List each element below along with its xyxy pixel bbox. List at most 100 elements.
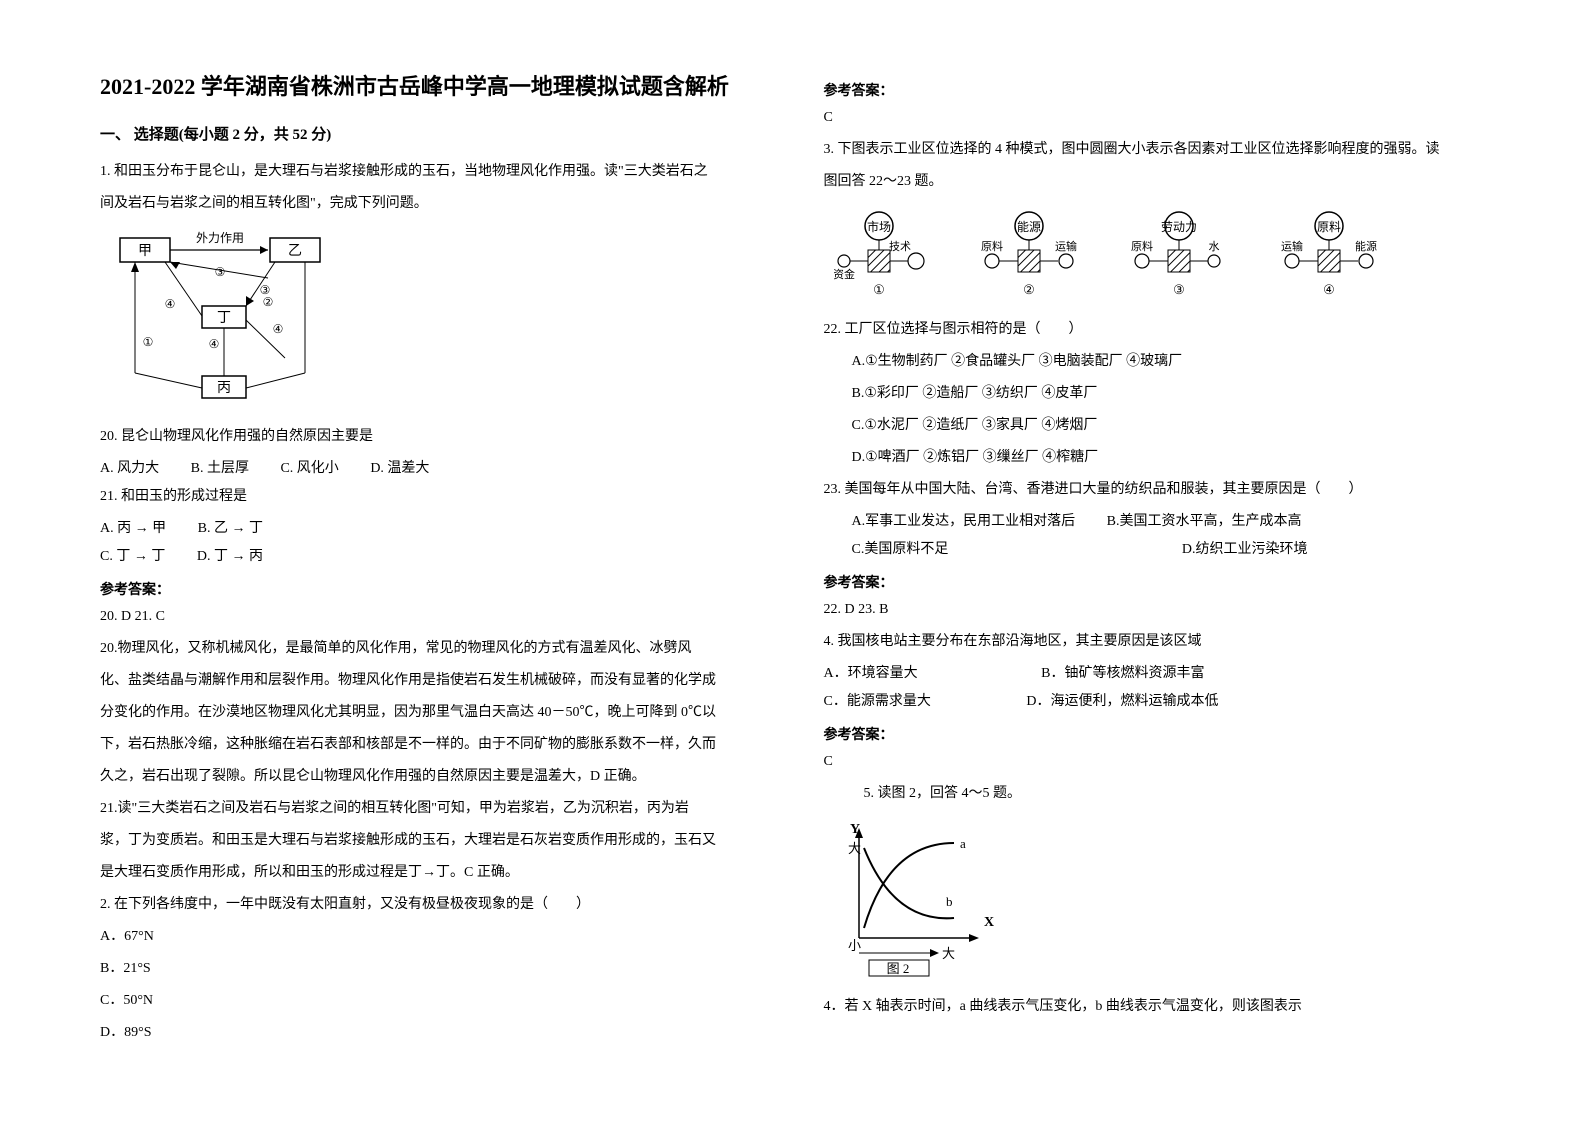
q3-answer-label: 参考答案： — [824, 572, 1488, 592]
right-column: 参考答案： C 3. 下图表示工业区位选择的 4 种模式，图中圆圈大小表示各因素… — [824, 70, 1488, 1082]
q1-20-b: B. 土层厚 — [191, 455, 249, 483]
doc-title: 2021-2022 学年湖南省株洲市古岳峰中学高一地理模拟试题含解析 — [100, 70, 764, 103]
q2-answer-label: 参考答案： — [824, 80, 1488, 100]
fig-caption: 图 2 — [886, 961, 909, 976]
q3-23-d: D.纺织工业污染环境 — [1182, 536, 1308, 564]
q1-exp-4: 下，岩石热胀冷缩，这种胀缩在岩石表部和核部是不一样的。由于不同矿物的膨胀系数不一… — [100, 731, 764, 759]
q5-stem: 5. 读图 2，回答 4～5 题。 — [824, 780, 1488, 808]
q2-opt-b: B．21°S — [100, 955, 764, 983]
g4-right-label: 能源 — [1355, 239, 1377, 253]
q1-20-c: C. 风化小 — [280, 455, 338, 483]
q1-answer-label: 参考答案： — [100, 579, 764, 599]
label-n2: ② — [263, 295, 274, 309]
q2-opt-c: C．50°N — [100, 987, 764, 1015]
q1-sub21-options-row1: A. 丙 → 甲 B. 乙 → 丁 — [100, 515, 764, 543]
axis-x: X — [984, 915, 994, 930]
q1-exp-3: 分变化的作用。在沙漠地区物理风化尤其明显，因为那里气温白天高达 40－50℃，晚… — [100, 699, 764, 727]
q4-opts-row1: A．环境容量大 B．铀矿等核燃料资源丰富 — [824, 660, 1488, 688]
g1-top-label: 市场 — [866, 219, 890, 234]
q1-21-d: D. 丁 → 丙 — [197, 543, 263, 571]
label-n3a: ③ — [215, 265, 226, 279]
q1-exp-7: 浆，丁为变质岩。和田玉是大理石与岩浆接触形成的玉石，大理岩是石灰岩变质作用形成的… — [100, 827, 764, 855]
q1-exp-2: 化、盐类结晶与潮解作用和层裂作用。物理风化作用是指使岩石发生机械破碎，而没有显著… — [100, 667, 764, 695]
x-da: 大 — [942, 946, 955, 961]
q1-sub20-options: A. 风力大 B. 土层厚 C. 风化小 D. 温差大 — [100, 455, 764, 483]
label-wai: 外力作用 — [196, 231, 244, 245]
q3-23-b: B.美国工资水平高，生产成本高 — [1107, 508, 1302, 536]
g1-left-label: 资金 — [834, 267, 855, 281]
q1-stem-2: 间及岩石与岩浆之间的相互转化图"，完成下列问题。 — [100, 190, 764, 218]
q1-exp-8: 是大理石变质作用形成，所以和田玉的形成过程是丁→丁。C 正确。 — [100, 859, 764, 887]
q4-opt-a: A．环境容量大 — [824, 660, 918, 688]
q1-21-b: B. 乙 → 丁 — [198, 515, 263, 543]
g4-left-label: 运输 — [1281, 239, 1303, 253]
q3-22-c: C.①水泥厂 ②造纸厂 ③家具厂 ④烤烟厂 — [824, 412, 1488, 440]
label-ding: 丁 — [217, 311, 231, 326]
g3-num: ③ — [1173, 282, 1185, 297]
q4-opt-c: C．能源需求量大 — [824, 688, 931, 716]
q3-sub22: 22. 工厂区位选择与图示相符的是（ ） — [824, 316, 1488, 344]
q3-23-c: C.美国原料不足 — [852, 536, 949, 564]
q3-factory-location-diagram: 市场 资金 技术 ① 能源 原料 — [834, 206, 1488, 306]
label-jia: 甲 — [138, 244, 152, 259]
label-bing: 丙 — [217, 381, 231, 396]
y-da: 大 — [848, 841, 861, 856]
g2-num: ② — [1023, 282, 1035, 297]
q1-exp-1: 20.物理风化，又称机械风化，是最简单的风化作用，常见的物理风化的方式有温差风化… — [100, 635, 764, 663]
label-n1: ① — [143, 335, 154, 349]
g4-top-label: 原料 — [1316, 220, 1340, 234]
q1-sub21: 21. 和田玉的形成过程是 — [100, 483, 764, 511]
q3-sub23: 23. 美国每年从中国大陆、台湾、香港进口大量的纺织品和服装，其主要原因是（ ） — [824, 476, 1488, 504]
g3-right-label: 水 — [1208, 240, 1219, 253]
q2-stem: 2. 在下列各纬度中，一年中既没有太阳直射，又没有极昼极夜现象的是（ ） — [100, 891, 764, 919]
g2-top-label: 能源 — [1016, 220, 1040, 234]
q3-22-a: A.①生物制药厂 ②食品罐头厂 ③电脑装配厂 ④玻璃厂 — [824, 348, 1488, 376]
q1-20-d: D. 温差大 — [370, 455, 429, 483]
q1-exp-6: 21.读"三大类岩石之间及岩石与岩浆之间的相互转化图"可知，甲为岩浆岩，乙为沉积… — [100, 795, 764, 823]
q3-answer: 22. D 23. B — [824, 596, 1488, 624]
q4-answer: C — [824, 748, 1488, 776]
q2-answer: C — [824, 104, 1488, 132]
g3-left-label: 原料 — [1131, 239, 1153, 253]
q2-opt-a: A．67°N — [100, 923, 764, 951]
q1-rock-cycle-diagram: 甲 乙 外力作用 ③ ③ 丁 ② — [110, 228, 764, 413]
g4-num: ④ — [1323, 282, 1335, 297]
q3-22-d: D.①啤酒厂 ②炼铝厂 ③缫丝厂 ④榨糖厂 — [824, 444, 1488, 472]
q3-23-row1: A.军事工业发达，民用工业相对落后 B.美国工资水平高，生产成本高 — [824, 508, 1488, 536]
q4-stem: 4. 我国核电站主要分布在东部沿海地区，其主要原因是该区域 — [824, 628, 1488, 656]
q1-stem-1: 1. 和田玉分布于昆仑山，是大理石与岩浆接触形成的玉石，当地物理风化作用强。读"… — [100, 158, 764, 186]
q3-stem-2: 图回答 22～23 题。 — [824, 168, 1488, 196]
q3-22-b: B.①彩印厂 ②造船厂 ③纺织厂 ④皮革厂 — [824, 380, 1488, 408]
left-column: 2021-2022 学年湖南省株洲市古岳峰中学高一地理模拟试题含解析 一、 选择… — [100, 70, 764, 1082]
g1-num: ① — [873, 282, 885, 297]
q1-sub21-options-row2: C. 丁 → 丁 D. 丁 → 丙 — [100, 543, 764, 571]
axis-y: Y — [850, 822, 860, 837]
q4-opts-row2: C．能源需求量大 D．海运便利，燃料运输成本低 — [824, 688, 1488, 716]
section-1-heading: 一、 选择题(每小题 2 分，共 52 分) — [100, 123, 764, 144]
q1-21-a: A. 丙 → 甲 — [100, 515, 166, 543]
q1-20-a: A. 风力大 — [100, 455, 159, 483]
q4-answer-label: 参考答案： — [824, 724, 1488, 744]
g3-top-label: 劳动力 — [1160, 220, 1196, 234]
q3-stem-1: 3. 下图表示工业区位选择的 4 种模式，图中圆圈大小表示各因素对工业区位选择影… — [824, 136, 1488, 164]
label-n4b: ④ — [273, 322, 284, 336]
q1-exp-5: 久之，岩石出现了裂隙。所以昆仑山物理风化作用强的自然原因主要是温差大，D 正确。 — [100, 763, 764, 791]
label-yi: 乙 — [288, 243, 302, 259]
q2-opt-d: D．89°S — [100, 1019, 764, 1047]
page: 2021-2022 学年湖南省株洲市古岳峰中学高一地理模拟试题含解析 一、 选择… — [100, 70, 1487, 1082]
q4-opt-d: D．海运便利，燃料运输成本低 — [1026, 688, 1218, 716]
g2-right-label: 运输 — [1055, 239, 1077, 253]
origin-xiao: 小 — [848, 938, 861, 953]
label-n4a: ④ — [165, 297, 176, 311]
q5-sub4: 4．若 X 轴表示时间，a 曲线表示气压变化，b 曲线表示气温变化，则该图表示 — [824, 993, 1488, 1021]
label-n4c: ④ — [209, 337, 220, 351]
curve-a: a — [960, 836, 966, 851]
q1-answer-line: 20. D 21. C — [100, 603, 764, 631]
curve-b: b — [946, 894, 953, 909]
g1-right-label: 技术 — [889, 240, 911, 253]
q3-23-a: A.军事工业发达，民用工业相对落后 — [852, 508, 1076, 536]
q3-23-row2: C.美国原料不足 D.纺织工业污染环境 — [824, 536, 1488, 564]
q1-sub20: 20. 昆仑山物理风化作用强的自然原因主要是 — [100, 423, 764, 451]
g2-left-label: 原料 — [981, 239, 1003, 253]
q1-21-c: C. 丁 → 丁 — [100, 543, 165, 571]
